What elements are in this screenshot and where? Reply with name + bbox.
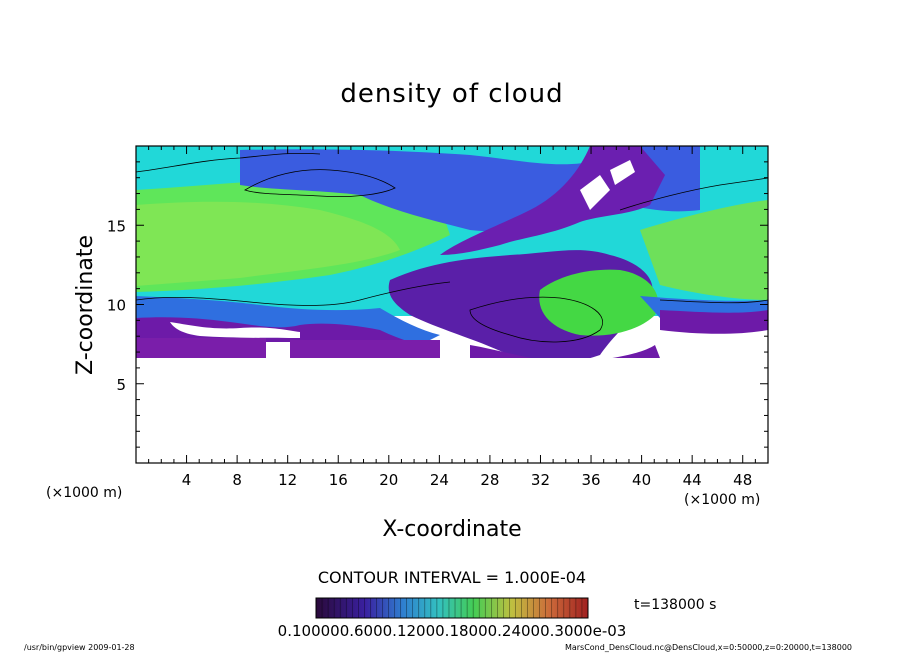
density-field — [136, 146, 768, 463]
y-tick-labels: 5 10 15 — [107, 217, 126, 394]
x-tick-label: 28 — [480, 471, 499, 489]
time-label: t=138000 s — [634, 597, 716, 613]
x-tick-label: 4 — [182, 471, 192, 489]
colorbar — [315, 597, 589, 619]
x-tick-label: 16 — [329, 471, 348, 489]
x-tick-label: 8 — [232, 471, 242, 489]
footer-left: /usr/bin/gpview 2009-01-28 — [24, 643, 135, 652]
y-tick-label: 5 — [116, 376, 126, 394]
x-axis-label: X-coordinate — [382, 517, 521, 542]
contour-interval-label: CONTOUR INTERVAL = 1.000E-04 — [318, 568, 586, 587]
x-tick-label: 12 — [278, 471, 297, 489]
colorbar-labels: 0.100000.6000.12000.18000.24000.3000e-03 — [278, 622, 627, 640]
axis-ticks — [136, 146, 768, 463]
x-unit-left: (×1000 m) — [46, 485, 122, 501]
y-tick-label: 10 — [107, 297, 126, 315]
x-tick-labels: 4 8 12 16 20 24 28 32 36 40 44 48 — [182, 471, 752, 489]
x-tick-label: 32 — [531, 471, 550, 489]
footer-right: MarsCond_DensCloud.nc@DensCloud,x=0:5000… — [565, 643, 852, 652]
x-tick-label: 44 — [683, 471, 702, 489]
y-tick-label: 15 — [107, 217, 126, 235]
x-tick-label: 48 — [733, 471, 752, 489]
x-tick-label: 40 — [632, 471, 651, 489]
x-tick-label: 36 — [581, 471, 600, 489]
x-tick-label: 24 — [430, 471, 449, 489]
x-tick-label: 20 — [379, 471, 398, 489]
chart-title: density of cloud — [340, 79, 563, 109]
x-unit-right: (×1000 m) — [684, 492, 760, 508]
y-axis-label: Z-coordinate — [73, 235, 98, 375]
